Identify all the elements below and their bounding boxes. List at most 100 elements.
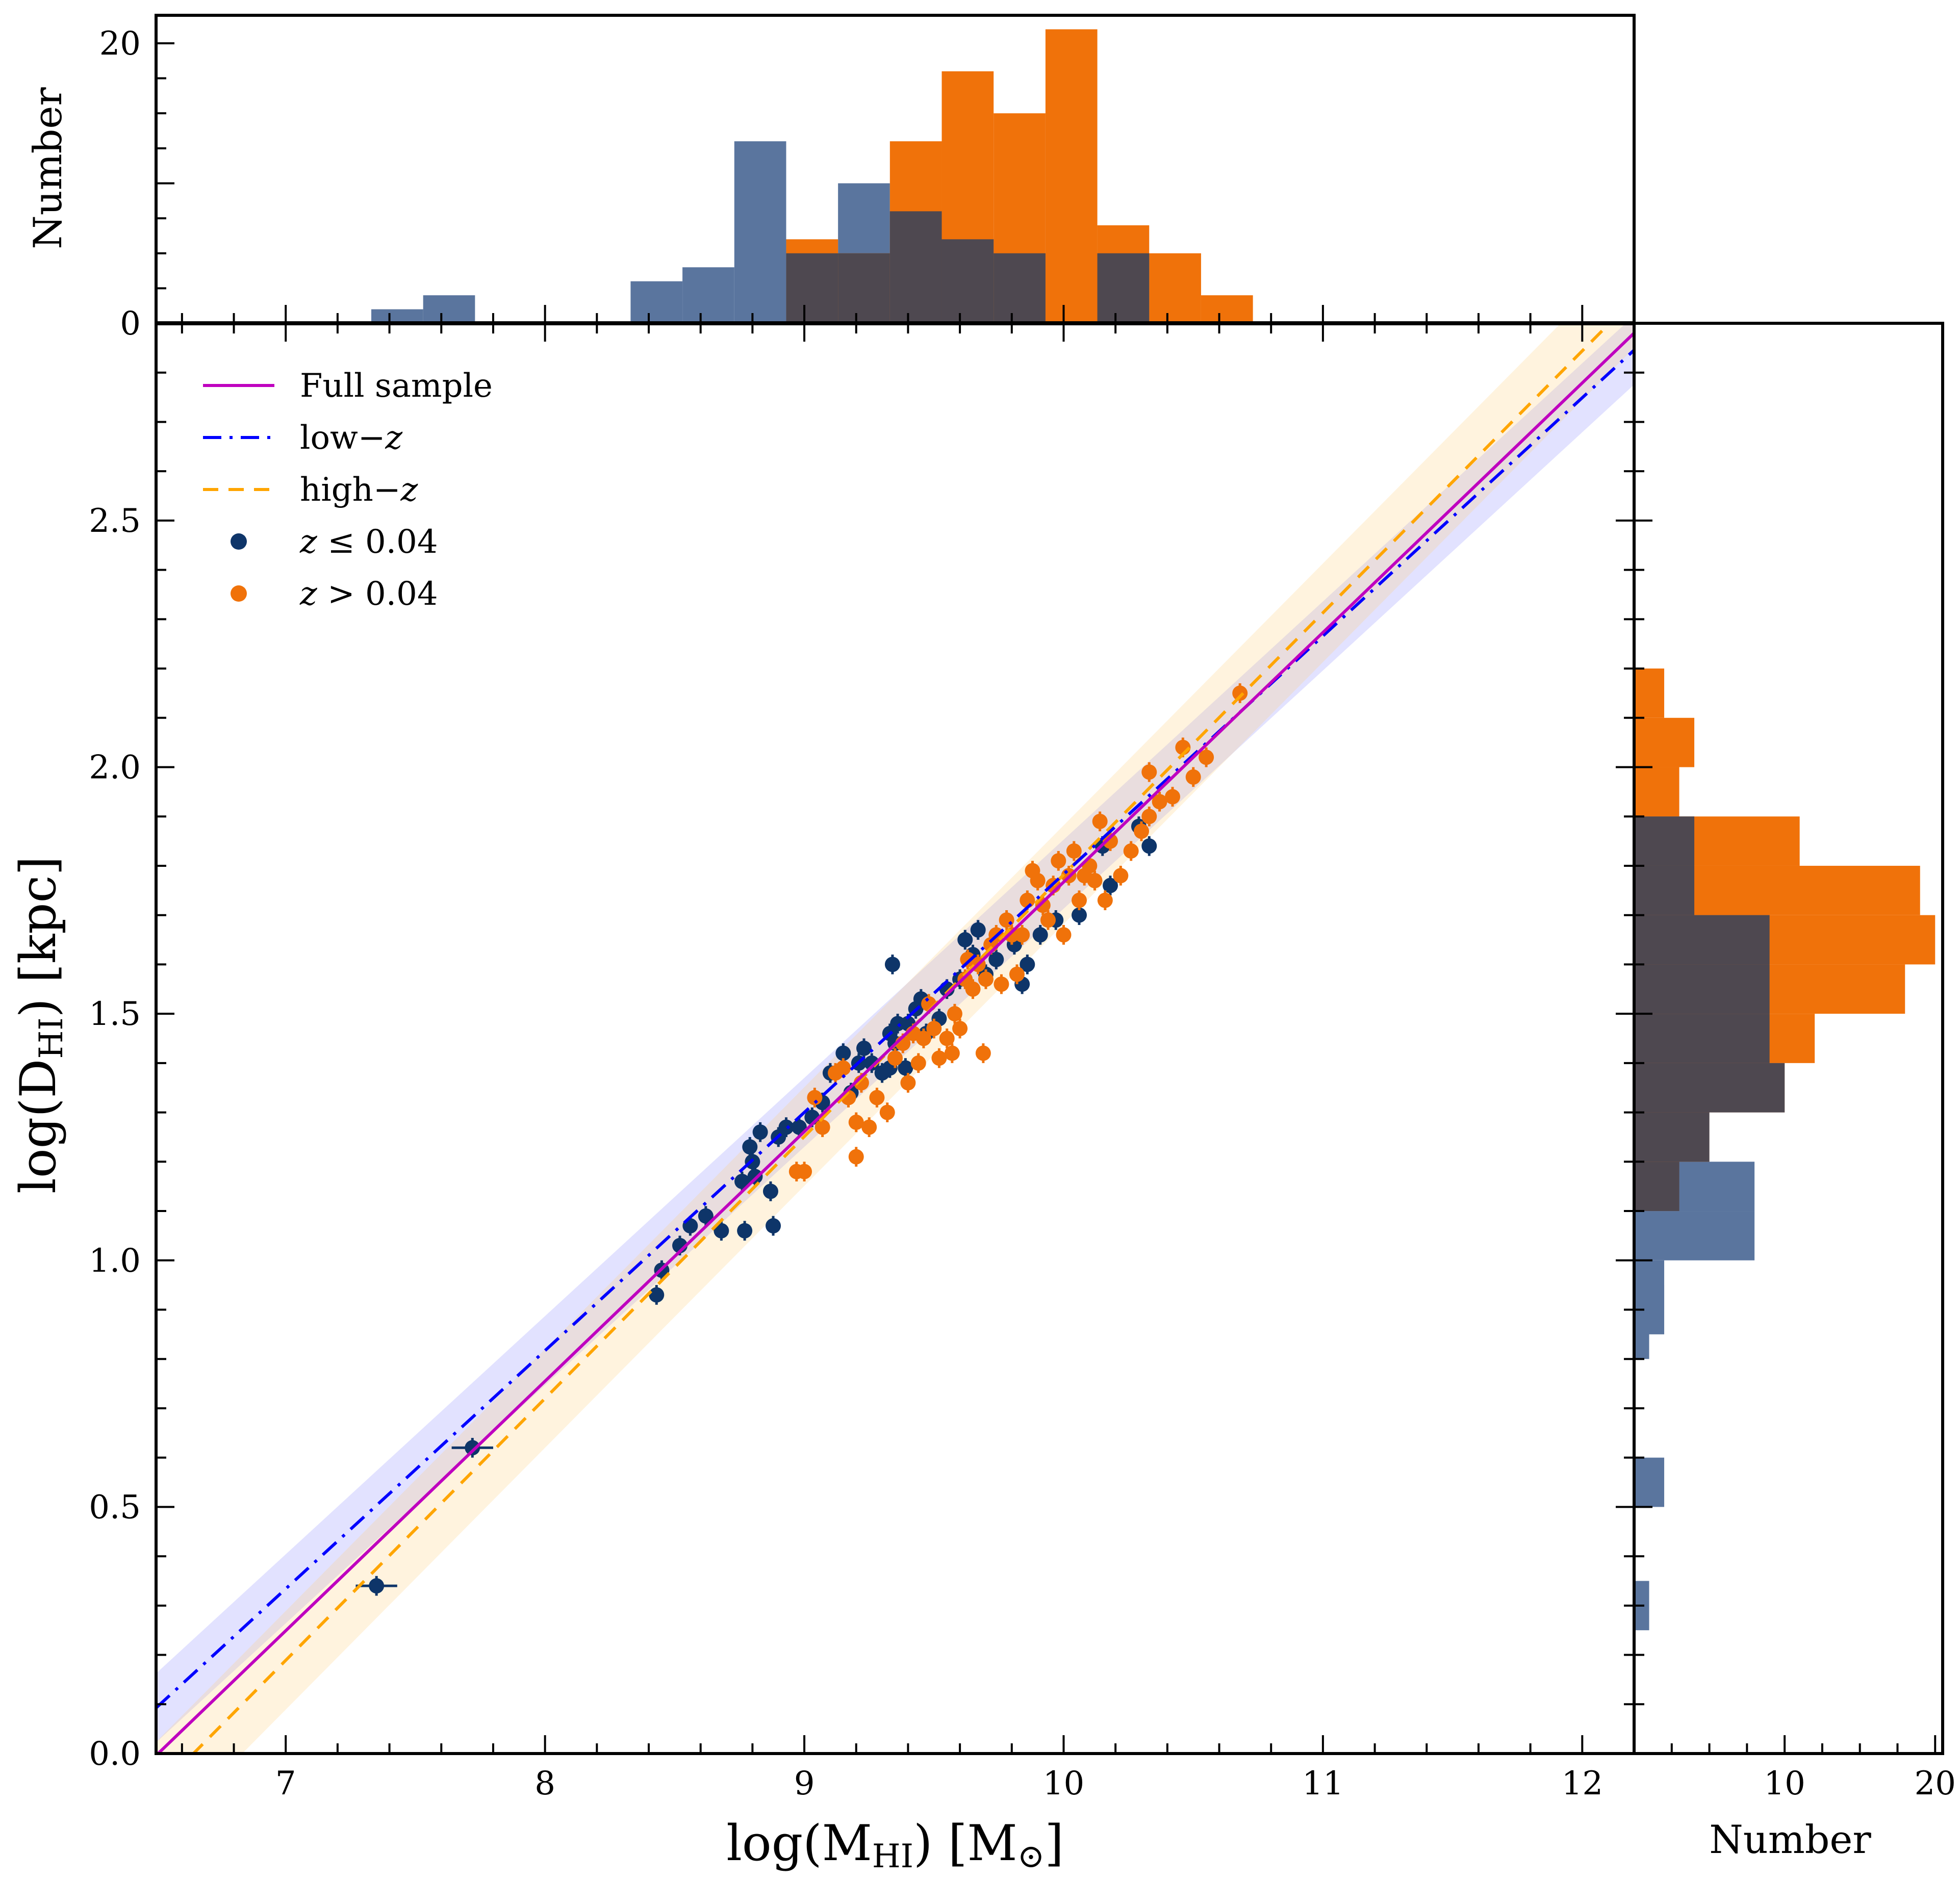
top-hist-bar-low-z-3: [682, 267, 734, 323]
top-hist-y-tick-label: 0: [120, 305, 141, 343]
low-z-point-25: [856, 1040, 872, 1056]
right-hist-overlap-bar-10: [1634, 964, 1770, 1014]
top-hist-bar-low-z-1: [423, 295, 475, 323]
low-z-point-32: [898, 1060, 913, 1076]
high-z-point-46: [1056, 927, 1072, 943]
x-tick-label: 11: [1302, 1765, 1343, 1802]
right-hist-bar-high-z-9: [1634, 717, 1695, 767]
right-hist-overlap-bar-12: [1634, 865, 1695, 915]
legend-low-z-points-label: z ≤ 0.04: [299, 523, 438, 561]
high-z-point-21: [931, 1050, 947, 1066]
high-z-point-37: [1009, 966, 1025, 982]
low-z-point-45: [988, 951, 1004, 967]
high-z-point-20: [926, 1021, 942, 1037]
low-z-point-43: [970, 922, 986, 938]
high-z-point-23: [944, 1045, 960, 1061]
y-tick-label: 1.0: [89, 1242, 141, 1280]
x-tick-label: 8: [534, 1765, 555, 1802]
right-histogram-frame: [1633, 322, 1944, 1755]
low-z-point-33: [884, 957, 900, 972]
low-z-point-6: [698, 1208, 714, 1224]
y-tick-label: 2.0: [89, 749, 141, 787]
high-z-point-66: [1232, 685, 1248, 701]
right-hist-overlap-bar-9: [1634, 1014, 1770, 1063]
right-hist-bar-low-z-1: [1634, 1457, 1665, 1507]
top-hist-overlap-bar-5: [786, 253, 838, 323]
right-hist-x-tick-label: 20: [1915, 1765, 1956, 1802]
low-z-point-26: [864, 1055, 880, 1071]
fit-line-fullsample: [156, 331, 1634, 1754]
right-histogram-x-title: Number: [1709, 1817, 1871, 1862]
right-hist-overlap-bar-13: [1634, 816, 1695, 866]
high-z-point-5: [835, 1060, 851, 1076]
low-z-point-13: [747, 1169, 763, 1184]
legend-high-z-marker: [231, 585, 247, 602]
low-z-point-51: [1071, 907, 1087, 923]
right-histogram-bars: [1634, 668, 1936, 1631]
low-z-point-42: [957, 932, 973, 948]
high-z-point-7: [848, 1114, 864, 1130]
legend-low-z-marker: [231, 533, 247, 550]
right-hist-bar-low-z-4: [1634, 1260, 1665, 1310]
high-z-point-17: [910, 1055, 926, 1071]
top-hist-bar-low-z-4: [734, 141, 786, 323]
high-z-point-55: [1102, 833, 1118, 849]
high-z-point-56: [1113, 868, 1129, 884]
high-z-point-59: [1141, 809, 1157, 825]
high-z-point-30: [975, 1045, 991, 1061]
low-z-point-22: [835, 1045, 851, 1061]
high-z-point-61: [1152, 794, 1167, 810]
high-z-point-18: [915, 1031, 931, 1046]
low-z-point-7: [714, 1223, 729, 1239]
low-z-point-11: [742, 1139, 758, 1155]
legend-high-z-label: high−z: [300, 471, 419, 509]
top-histogram: 0 20: [99, 25, 1635, 343]
right-hist-bar-low-z-5: [1634, 1211, 1755, 1260]
top-hist-overlap-bar-7: [889, 211, 942, 323]
high-z-point-10: [861, 1119, 877, 1135]
right-hist-bar-high-z-10: [1634, 668, 1665, 718]
top-hist-overlap-bar-9: [994, 253, 1046, 323]
right-hist-overlap-bar-11: [1634, 915, 1770, 965]
low-z-point-55: [1141, 838, 1157, 854]
x-tick-label: 7: [275, 1765, 296, 1802]
fit-line-lowz: [156, 349, 1634, 1709]
high-z-point-34: [994, 976, 1009, 992]
right-hist-overlap-bar-6: [1634, 1162, 1679, 1212]
x-axis-title: log(MHI) [M⊙]: [726, 1815, 1064, 1875]
low-z-point-0: [369, 1578, 385, 1594]
low-z-point-2: [649, 1287, 665, 1303]
high-z-point-13: [887, 1050, 903, 1066]
top-hist-bar-low-z-2: [630, 281, 683, 323]
top-hist-overlap-bar-11: [1097, 253, 1150, 323]
right-hist-overlap-bar-8: [1634, 1063, 1785, 1113]
high-z-point-52: [1087, 872, 1103, 888]
legend-high-z-points-label: z > 0.04: [299, 575, 438, 613]
top-hist-bar-high-z-7: [1149, 253, 1201, 323]
high-z-point-62: [1165, 789, 1181, 805]
high-z-point-11: [869, 1090, 885, 1105]
right-hist-x-tick-label: 10: [1764, 1765, 1805, 1802]
top-hist-bar-low-z-0: [371, 309, 423, 323]
high-z-point-45: [1051, 853, 1066, 869]
low-z-point-9: [734, 1174, 750, 1189]
top-histogram-bars: [371, 29, 1253, 323]
high-z-point-8: [848, 1149, 864, 1165]
low-z-point-47: [1020, 957, 1035, 972]
right-hist-bar-high-z-8: [1634, 767, 1679, 817]
high-z-point-1: [797, 1164, 812, 1179]
low-z-point-49: [1032, 927, 1048, 943]
x-tick-label: 12: [1562, 1765, 1603, 1802]
y-tick-label: 0.5: [89, 1488, 141, 1526]
high-z-point-54: [1097, 892, 1113, 908]
high-z-point-58: [1134, 823, 1149, 839]
low-z-point-15: [762, 1183, 778, 1199]
high-z-point-3: [814, 1119, 830, 1135]
legend-low-z-label: low−z: [300, 419, 403, 457]
high-z-point-28: [965, 981, 981, 997]
high-z-point-57: [1123, 843, 1139, 859]
x-tick-label: 9: [794, 1765, 815, 1802]
high-z-point-41: [1030, 872, 1046, 888]
low-z-point-12: [752, 1124, 768, 1140]
main-plot-area: [156, 323, 1634, 1754]
